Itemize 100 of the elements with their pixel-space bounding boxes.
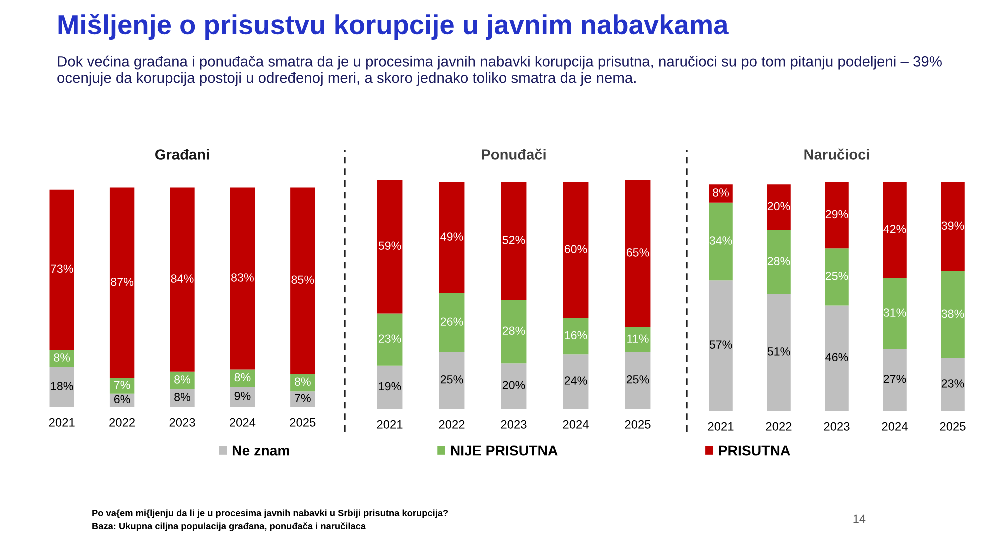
text: 14 <box>854 514 866 524</box>
chart-title: Ponuđači <box>482 148 546 160</box>
data-label: 51% <box>768 348 790 356</box>
data-label: 23% <box>942 380 964 388</box>
data-label: 23% <box>378 334 402 343</box>
data-label: 83% <box>232 274 254 282</box>
data-label: 26% <box>440 318 464 326</box>
text: Baza: Ukupna ciljna populacija građana, ponuđača i naručilaca <box>92 522 366 532</box>
data-label: 57% <box>710 340 732 349</box>
data-label: 25% <box>440 376 464 384</box>
bar <box>625 327 651 352</box>
data-label: 34% <box>710 236 732 245</box>
x-tick-label: 2022 <box>439 420 465 429</box>
bar <box>825 248 849 306</box>
data-label: 7% <box>295 394 311 402</box>
bar <box>767 184 791 230</box>
bar <box>170 389 195 407</box>
x-tick-label: 2023 <box>501 420 527 429</box>
data-label: 28% <box>768 257 790 266</box>
data-label: 25% <box>626 376 650 384</box>
bar <box>709 280 733 411</box>
x-tick-label: 2025 <box>625 420 651 429</box>
data-label: 11% <box>628 334 649 343</box>
x-tick-label: 2024 <box>882 422 908 431</box>
bar <box>767 294 791 411</box>
data-label: 65% <box>626 248 650 257</box>
data-label: 16% <box>565 331 588 340</box>
data-label: 28% <box>502 326 526 336</box>
bar <box>377 314 403 366</box>
bar <box>825 306 849 411</box>
bar <box>941 358 965 411</box>
legend-label: PRISUTNA <box>719 446 790 456</box>
legend-label: NIJE PRISUTNA <box>451 446 558 456</box>
bar <box>50 368 74 407</box>
bar <box>563 182 589 318</box>
bar <box>709 184 733 203</box>
bar <box>563 354 589 409</box>
chart-title: Naručioci <box>804 148 870 160</box>
x-tick-label: 2024 <box>563 420 589 429</box>
x-tick-label: 2023 <box>824 422 850 431</box>
bar <box>625 180 651 328</box>
data-label: 18% <box>51 382 74 390</box>
data-label: 8% <box>174 376 191 384</box>
bar <box>439 182 465 294</box>
data-label: 42% <box>884 225 906 234</box>
bar <box>290 392 316 407</box>
bar <box>50 190 74 350</box>
data-label: 29% <box>826 210 848 219</box>
bar <box>230 188 256 370</box>
data-label: 31% <box>884 308 906 317</box>
bar <box>230 370 256 388</box>
data-label: 84% <box>171 274 194 283</box>
data-label: 38% <box>942 310 964 318</box>
data-label: 9% <box>234 392 251 400</box>
data-label: 73% <box>51 264 74 274</box>
data-label: 52% <box>502 236 526 244</box>
text: Mišljenje o prisustvu korupcije u javnim nabavkama <box>58 14 729 40</box>
bar <box>439 293 465 352</box>
bar <box>501 182 527 300</box>
text: Dok većina građana i ponuđača smatra da je u procesima javnih nabavki korupcija prisutna, naručioci su po tom pitanju podeljeni – 39% ocenjuje da korupcija postoji u određenoj meri, a skoro jednako toliko smatra da je nema. <box>58 56 942 86</box>
data-label: 59% <box>378 242 402 250</box>
bar <box>883 182 907 278</box>
data-label: 8% <box>713 188 730 197</box>
bar <box>941 182 965 272</box>
data-label: 49% <box>440 232 464 241</box>
x-tick-label: 2021 <box>49 418 75 427</box>
data-label: 46% <box>826 353 848 362</box>
data-label: 8% <box>234 373 251 382</box>
text: Po va{em mi{ljenju da li je u procesima javnih nabavki u Srbiji prisutna korupcija? <box>92 510 448 518</box>
data-label: 8% <box>294 378 311 386</box>
data-label: 39% <box>942 222 964 230</box>
data-label: 6% <box>114 395 130 404</box>
bar <box>501 300 527 364</box>
data-label: 20% <box>768 202 790 211</box>
bar <box>625 352 651 409</box>
bar <box>110 378 135 394</box>
data-label: 8% <box>174 393 191 402</box>
data-label: 85% <box>292 276 314 284</box>
data-label: 27% <box>884 374 906 384</box>
bar <box>709 202 733 281</box>
bar <box>767 230 791 294</box>
data-label: 19% <box>379 382 402 391</box>
x-tick-label: 2024 <box>230 418 256 427</box>
bar <box>501 364 527 409</box>
data-label: 20% <box>502 381 526 390</box>
chart-title: Građani <box>156 149 210 160</box>
bar <box>290 188 316 374</box>
x-tick-label: 2025 <box>940 422 966 431</box>
data-label: 87% <box>111 278 134 286</box>
x-tick-label: 2023 <box>170 418 196 427</box>
legend-label: Ne znam <box>232 446 290 456</box>
data-label: 8% <box>54 354 70 362</box>
x-tick-label: 2021 <box>377 420 403 429</box>
data-label: 25% <box>826 272 848 280</box>
bar <box>941 271 965 358</box>
x-tick-label: 2021 <box>708 422 734 431</box>
data-label: 7% <box>114 381 130 390</box>
x-tick-label: 2022 <box>766 422 792 431</box>
bar <box>825 182 849 249</box>
x-tick-label: 2022 <box>110 418 135 427</box>
